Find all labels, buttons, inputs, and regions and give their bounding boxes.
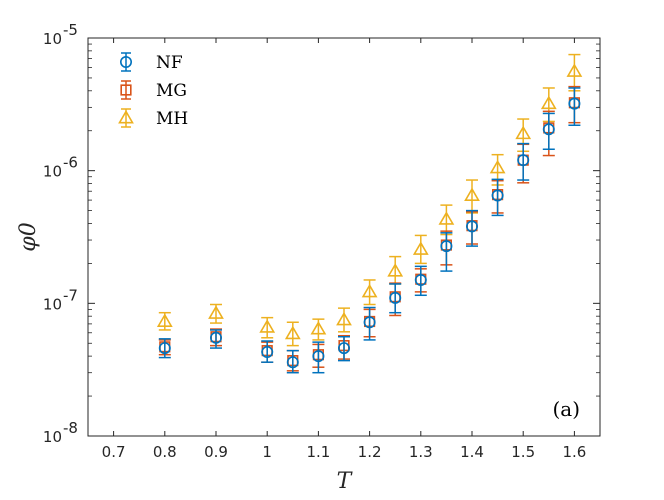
data-point: [208, 305, 224, 319]
x-tick-label: 1: [262, 443, 272, 461]
data-point: [440, 240, 453, 253]
legend-item-mg: MG: [120, 80, 187, 101]
x-tick-label: 0.8: [153, 443, 177, 461]
axes-layer: 0.7 0.8 0.9 1 1.1 1.2 1.3 1.4 1.5 1.610-810-710-6…: [43, 21, 601, 461]
data-point: [464, 187, 480, 201]
data-point: [363, 316, 376, 329]
data-point: [210, 331, 223, 344]
x-tick-label: 0.9: [204, 443, 228, 461]
x-tick-label: 1.2: [358, 443, 382, 461]
data-point: [336, 311, 352, 326]
x-tick-label: 1.1: [306, 443, 330, 461]
x-tick-label: 1.3: [409, 443, 433, 461]
data-point: [438, 211, 455, 225]
legend-marker: [120, 84, 132, 96]
data-point: [414, 273, 427, 286]
series-nf: [158, 87, 581, 374]
y-tick-exponent: -8: [63, 419, 78, 437]
x-axis-label: T: [337, 469, 354, 494]
data-point: [540, 95, 557, 110]
series-mh: [156, 53, 583, 347]
x-tick-label: 1.4: [460, 443, 484, 461]
data-point: [542, 123, 555, 136]
legend-marker: [118, 109, 134, 124]
x-tick-label: 0.7: [102, 443, 126, 461]
data-point: [412, 241, 429, 255]
data-point: [284, 325, 301, 340]
y-tick-label: 10: [43, 295, 62, 313]
legend-marker: [120, 55, 133, 68]
legend-item-mh: MH: [118, 108, 188, 129]
plot-area: [88, 38, 600, 436]
data-point: [361, 283, 378, 298]
y-tick-label: 10: [43, 163, 62, 181]
y-tick-label: 10: [43, 30, 62, 48]
data-point: [259, 319, 276, 333]
data-point: [517, 154, 530, 167]
data-point: [387, 262, 404, 277]
data-point: [337, 342, 350, 355]
data-point: [158, 342, 171, 355]
data-point: [489, 159, 506, 174]
data-point: [389, 291, 402, 304]
x-tick-label: 1.6: [562, 443, 586, 461]
data-point: [156, 313, 173, 327]
y-tick-exponent: -5: [63, 21, 78, 39]
y-tick-label: 10: [43, 428, 62, 446]
legend-label: NF: [156, 53, 183, 73]
data-point: [491, 189, 504, 202]
data-point: [286, 356, 299, 369]
axes-box: [87, 37, 601, 437]
x-tick-label: 1.5: [511, 443, 535, 461]
data-point: [515, 125, 532, 140]
legend-label: MG: [156, 81, 187, 101]
data-point: [310, 320, 327, 335]
data-point: [568, 97, 581, 110]
y-tick-exponent: -7: [63, 286, 78, 304]
panel-label: (a): [552, 397, 580, 421]
data-point: [465, 220, 478, 233]
data-point: [261, 345, 274, 358]
legend-label: MH: [156, 109, 188, 129]
legend-item-nf: NF: [120, 52, 183, 73]
data-point: [312, 350, 325, 363]
y-axis-label: φ0: [16, 222, 41, 251]
y-tick-exponent: -6: [63, 154, 78, 172]
data-point: [566, 63, 583, 77]
series-layer: [156, 53, 583, 374]
legend: NF MG MH: [118, 52, 188, 129]
